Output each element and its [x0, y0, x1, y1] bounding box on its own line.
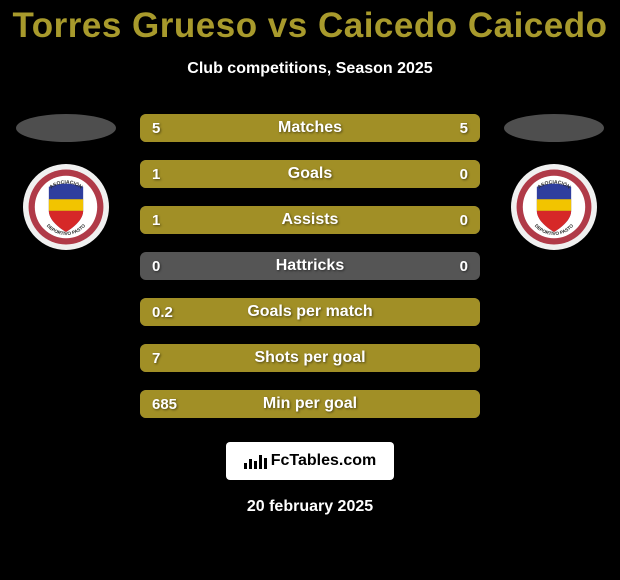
stat-label: Matches [140, 114, 480, 142]
shield-icon: ASOCIACIÓN DEPORTIVO PASTO [515, 168, 593, 246]
stat-value-left: 5 [152, 114, 160, 142]
stat-bars: Matches55Goals10Assists10Hattricks00Goal… [140, 114, 480, 418]
stat-value-left: 0 [152, 252, 160, 280]
page-title: Torres Grueso vs Caicedo Caicedo [12, 6, 607, 46]
bar-chart-icon [244, 453, 267, 469]
club-badge-right: ASOCIACIÓN DEPORTIVO PASTO [511, 164, 597, 250]
stat-value-left: 1 [152, 206, 160, 234]
club-badge-left: ASOCIACIÓN DEPORTIVO PASTO [23, 164, 109, 250]
stat-label: Goals [140, 160, 480, 188]
stat-row: Goals1 0 [140, 160, 480, 188]
stat-label: Assists [140, 206, 480, 234]
stat-value-left: 7 [152, 344, 160, 372]
stat-label: Shots per goal [140, 344, 480, 372]
logo-text: FcTables.com [271, 452, 377, 470]
stat-value-right: 0 [460, 252, 468, 280]
stat-label: Hattricks [140, 252, 480, 280]
stat-value-left: 1 [152, 160, 160, 188]
stat-label: Min per goal [140, 390, 480, 418]
stat-label: Goals per match [140, 298, 480, 326]
player-silhouette-left [16, 114, 116, 142]
stat-row: Hattricks0 0 [140, 252, 480, 280]
stat-row: Shots per goal7 [140, 344, 480, 372]
fctables-logo: FcTables.com [226, 442, 394, 480]
stat-row: Goals per match0.2 [140, 298, 480, 326]
stat-row: Min per goal685 [140, 390, 480, 418]
stat-row: Matches5 5 [140, 114, 480, 142]
player-silhouette-right [504, 114, 604, 142]
comparison-infographic: Torres Grueso vs Caicedo Caicedo Club co… [0, 0, 620, 580]
stat-value-left: 685 [152, 390, 177, 418]
main-row: ASOCIACIÓN DEPORTIVO PASTO Matches5 5 Goal… [0, 114, 620, 418]
stat-value-right: 5 [460, 114, 468, 142]
stat-value-right: 0 [460, 206, 468, 234]
footer-date: 20 february 2025 [247, 498, 373, 516]
stat-value-right: 0 [460, 160, 468, 188]
right-player-column: ASOCIACIÓN DEPORTIVO PASTO [504, 114, 604, 250]
stat-value-left: 0.2 [152, 298, 173, 326]
page-subtitle: Club competitions, Season 2025 [187, 60, 432, 78]
stat-row: Assists1 0 [140, 206, 480, 234]
shield-icon: ASOCIACIÓN DEPORTIVO PASTO [27, 168, 105, 246]
left-player-column: ASOCIACIÓN DEPORTIVO PASTO [16, 114, 116, 250]
